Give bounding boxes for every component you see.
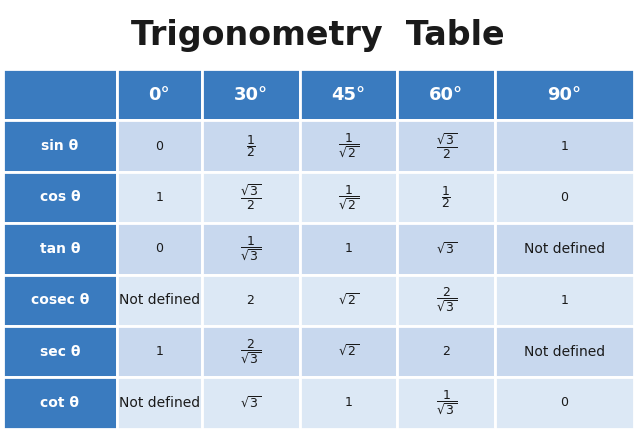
Text: tan θ: tan θ [39,242,80,256]
Text: sec θ: sec θ [39,345,80,359]
Text: Not defined: Not defined [524,345,605,359]
Text: 60°: 60° [429,86,463,104]
Text: 90°: 90° [547,86,582,104]
Text: $1$: $1$ [560,294,569,307]
Text: $0$: $0$ [155,140,164,152]
Text: $\dfrac{1}{2}$: $\dfrac{1}{2}$ [246,133,256,159]
Text: $\dfrac{1}{\sqrt{2}}$: $\dfrac{1}{\sqrt{2}}$ [338,132,359,160]
Text: Not defined: Not defined [524,242,605,256]
Text: $0$: $0$ [560,397,569,410]
Text: $\dfrac{\sqrt{3}}{2}$: $\dfrac{\sqrt{3}}{2}$ [436,131,457,161]
Text: $\dfrac{1}{\sqrt{3}}$: $\dfrac{1}{\sqrt{3}}$ [436,389,457,417]
Text: cos θ: cos θ [39,191,80,204]
Text: $\dfrac{1}{2}$: $\dfrac{1}{2}$ [441,184,451,210]
Text: cosec θ: cosec θ [30,293,89,307]
Text: $2$: $2$ [246,294,255,307]
Text: $\sqrt{2}$: $\sqrt{2}$ [338,344,359,359]
Text: 30°: 30° [234,86,268,104]
Text: Not defined: Not defined [119,396,200,410]
Text: $1$: $1$ [155,345,164,358]
Text: $1$: $1$ [344,397,353,410]
Text: $0$: $0$ [155,242,164,255]
Text: $1$: $1$ [344,242,353,255]
Text: Not defined: Not defined [119,293,200,307]
Text: $2$: $2$ [442,345,450,358]
Text: $\dfrac{1}{\sqrt{3}}$: $\dfrac{1}{\sqrt{3}}$ [240,235,261,263]
Text: $0$: $0$ [560,191,569,204]
Text: $\dfrac{\sqrt{3}}{2}$: $\dfrac{\sqrt{3}}{2}$ [240,183,261,212]
Text: $\dfrac{2}{\sqrt{3}}$: $\dfrac{2}{\sqrt{3}}$ [240,337,261,365]
Text: 0°: 0° [149,86,170,104]
Text: $\sqrt{3}$: $\sqrt{3}$ [240,395,261,410]
Text: cot θ: cot θ [41,396,79,410]
Text: $1$: $1$ [155,191,164,204]
Text: 45°: 45° [331,86,366,104]
Text: $\dfrac{2}{\sqrt{3}}$: $\dfrac{2}{\sqrt{3}}$ [436,286,457,314]
Text: $1$: $1$ [560,140,569,152]
Text: sin θ: sin θ [41,139,79,153]
Text: $\sqrt{3}$: $\sqrt{3}$ [436,241,457,257]
Text: $\dfrac{1}{\sqrt{2}}$: $\dfrac{1}{\sqrt{2}}$ [338,184,359,212]
Text: $\sqrt{2}$: $\sqrt{2}$ [338,292,359,308]
Text: Trigonometry  Table: Trigonometry Table [131,19,504,52]
